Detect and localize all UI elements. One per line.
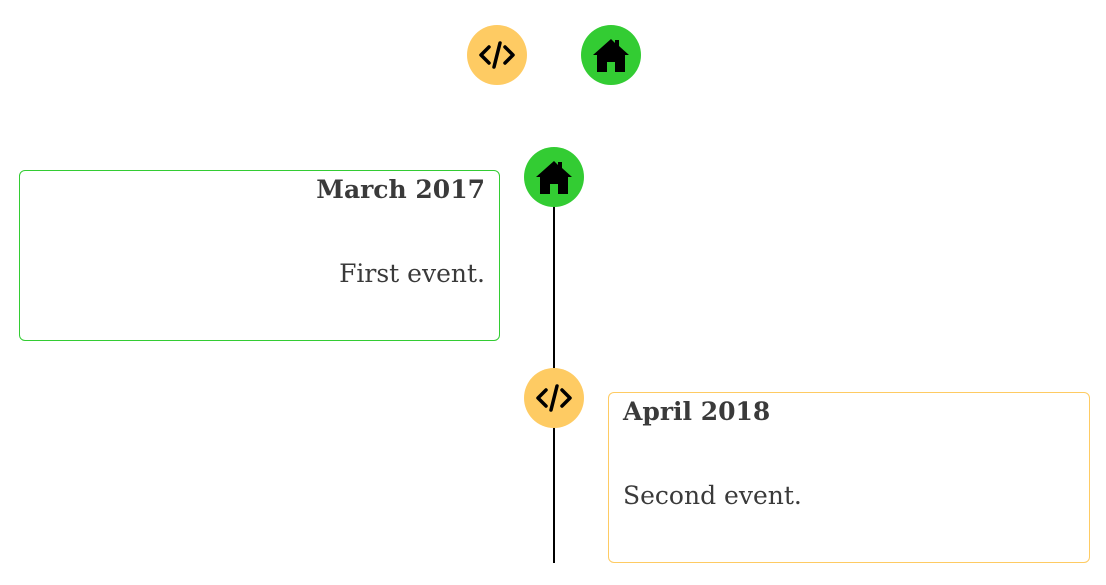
filter-code-button[interactable] <box>467 25 527 85</box>
event-card: April 2018 Second event. <box>608 392 1090 563</box>
timeline-marker-home <box>524 147 584 207</box>
home-icon <box>536 161 572 194</box>
event-date: March 2017 <box>316 175 485 204</box>
code-icon <box>479 41 515 69</box>
filter-home-button[interactable] <box>581 25 641 85</box>
event-card: March 2017 First event. <box>19 170 500 341</box>
code-icon <box>536 384 572 412</box>
home-icon <box>593 39 629 72</box>
event-description: First event. <box>339 259 485 288</box>
event-description: Second event. <box>623 481 802 510</box>
timeline-marker-code <box>524 368 584 428</box>
event-date: April 2018 <box>623 397 771 426</box>
